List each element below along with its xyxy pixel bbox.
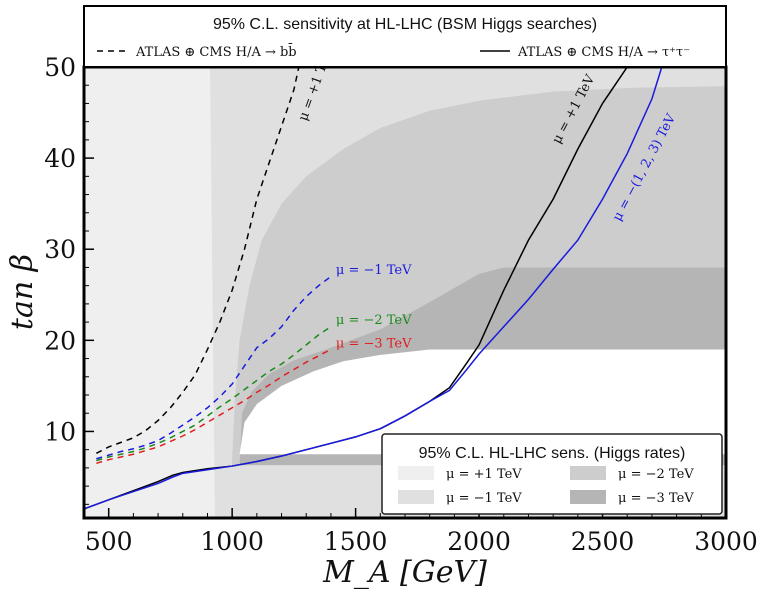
- x-tick-label: 500: [85, 527, 133, 556]
- y-tick-label: 40: [44, 144, 76, 173]
- legend-tautau-label: ATLAS ⊕ CMS H/A → τ⁺τ⁻: [517, 45, 690, 60]
- annotation-3: μ = −3 TeV: [336, 337, 412, 352]
- legend-swatch-minus1: [398, 490, 434, 504]
- legend-swatch-minus3: [570, 490, 606, 504]
- annotation-1: μ = −1 TeV: [336, 263, 412, 278]
- series-bb-0: [96, 67, 300, 454]
- series-tautau-5: [84, 67, 663, 510]
- legend-label-minus2: μ = −2 TeV: [618, 467, 694, 482]
- legend-label-plus1: μ = +1 TeV: [446, 467, 522, 482]
- sensitivity-curves: [84, 67, 663, 510]
- series-bb-3: [96, 348, 332, 465]
- x-tick-label: 3000: [694, 527, 758, 556]
- series-bb-2: [96, 326, 332, 462]
- axis-ticks: 500 1000 1500 2000 2500 3000 10 20 30 40 50: [44, 53, 758, 556]
- rate-regions: [84, 67, 726, 518]
- y-tick-label: 50: [44, 53, 76, 82]
- x-tick-label: 1500: [324, 527, 388, 556]
- region-0: [84, 67, 215, 518]
- top-legend-box: [83, 5, 727, 68]
- region-legend-box: [381, 433, 723, 515]
- legend-swatch-plus1: [398, 466, 434, 480]
- legend-bb-label: ATLAS ⊕ CMS H/A → bb̄: [135, 43, 297, 60]
- x-tick-label: 2500: [571, 527, 635, 556]
- region-legend: 95% C.L. HL-LHC sens. (Higgs rates) μ = …: [381, 433, 723, 515]
- top-legend: 95% C.L. sensitivity at HL-LHC (BSM Higg…: [83, 5, 727, 68]
- legend-label-minus3: μ = −3 TeV: [618, 491, 694, 506]
- y-tick-label: 30: [44, 235, 76, 264]
- x-axis-label: M_A [GeV]: [322, 555, 487, 590]
- region-legend-title: 95% C.L. HL-LHC sens. (Higgs rates): [419, 445, 686, 462]
- region-excluded-white: [239, 349, 726, 455]
- y-axis-label: tan β: [5, 254, 40, 330]
- x-tick-label: 1000: [200, 527, 264, 556]
- x-tick-label: 2000: [447, 527, 511, 556]
- legend-swatch-minus2: [570, 466, 606, 480]
- y-tick-label: 20: [44, 326, 76, 355]
- legend-label-minus1: μ = −1 TeV: [446, 491, 522, 506]
- annotation-2: μ = −2 TeV: [336, 313, 412, 328]
- top-legend-title: 95% C.L. sensitivity at HL-LHC (BSM Higg…: [213, 16, 597, 33]
- y-tick-label: 10: [44, 417, 76, 446]
